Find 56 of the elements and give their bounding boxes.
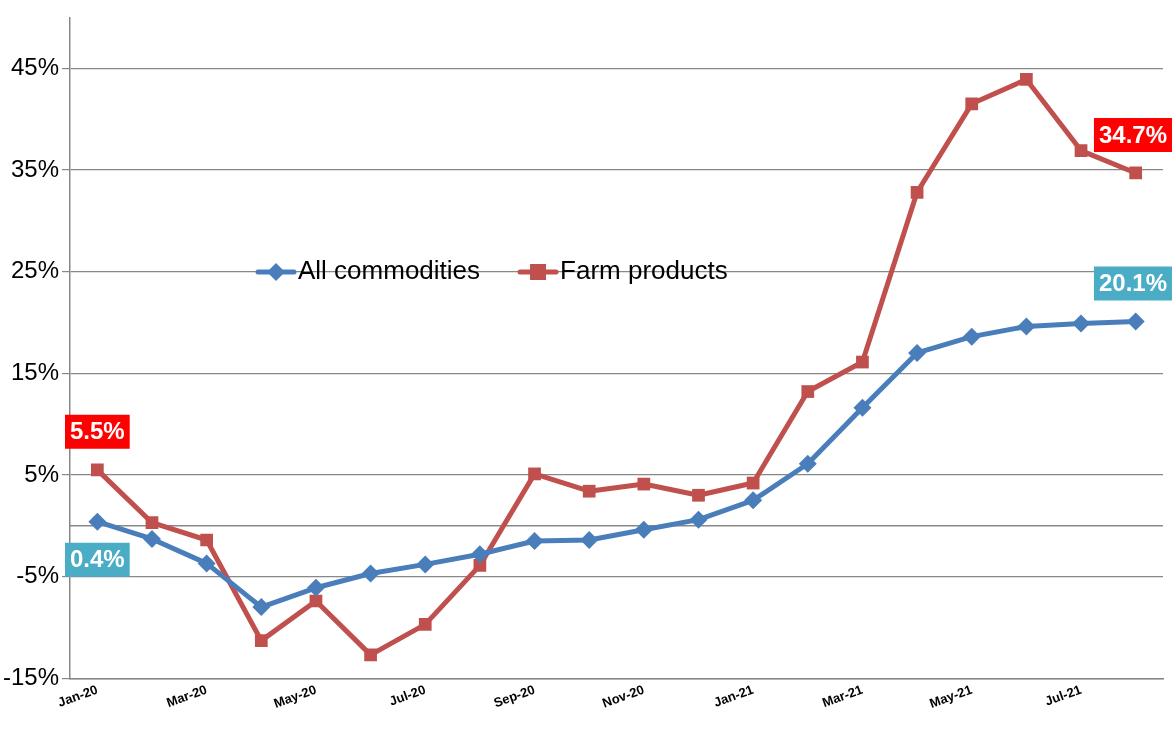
x-tick-label: Mar-20 — [164, 681, 209, 711]
point — [634, 520, 653, 539]
y-tick-label: 15% — [10, 357, 60, 385]
point — [1074, 144, 1088, 157]
point — [254, 634, 268, 648]
point — [856, 355, 869, 369]
point — [910, 185, 924, 199]
point — [965, 97, 979, 111]
y-tick-label: 45% — [10, 52, 60, 80]
y-tick-label: -15% — [3, 662, 60, 690]
y-tick-label: 5% — [24, 459, 60, 487]
y-tick-label: 25% — [10, 256, 60, 284]
point — [528, 467, 541, 481]
point — [306, 578, 325, 597]
y-tick-label: 35% — [10, 154, 60, 182]
point — [689, 510, 708, 529]
point — [908, 343, 927, 362]
point — [416, 555, 435, 574]
point — [143, 529, 161, 548]
point — [252, 598, 271, 617]
point — [580, 530, 599, 549]
point — [692, 488, 705, 502]
point — [145, 516, 159, 530]
x-tick-label: Jan-21 — [711, 681, 756, 710]
point — [200, 533, 214, 547]
point — [798, 454, 817, 473]
point — [962, 327, 981, 346]
x-tick-label: Sep-20 — [491, 681, 537, 711]
data-label: 0.4% — [70, 545, 125, 573]
data-label: 5.5% — [70, 417, 125, 445]
point — [853, 398, 872, 417]
legend-label: All commodities — [298, 255, 481, 286]
point — [525, 532, 544, 551]
x-tick-label: Mar-21 — [820, 681, 865, 711]
point — [1126, 312, 1145, 331]
data-label: 34.7% — [1098, 120, 1168, 148]
point — [1072, 314, 1091, 333]
point — [1020, 73, 1033, 86]
legend-label: Farm products — [560, 255, 728, 286]
point — [801, 385, 815, 398]
point — [88, 512, 107, 531]
point — [90, 463, 104, 477]
point — [1129, 166, 1143, 180]
x-tick-label: Jul-21 — [1042, 681, 1084, 709]
point — [637, 477, 651, 491]
point — [1017, 317, 1036, 336]
point — [364, 648, 377, 662]
point — [197, 554, 216, 573]
point — [470, 545, 489, 564]
point — [744, 491, 763, 510]
x-tick-label: Jul-20 — [387, 681, 428, 709]
y-tick-label: -5% — [16, 561, 60, 589]
data-label: 20.1% — [1098, 269, 1168, 297]
point — [361, 564, 380, 583]
point — [418, 618, 432, 631]
point — [582, 484, 596, 498]
